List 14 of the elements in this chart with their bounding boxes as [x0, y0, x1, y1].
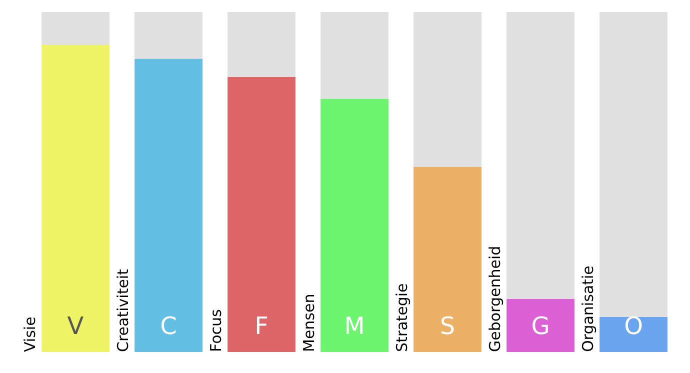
annotation: O: [624, 312, 643, 340]
annotation: F: [254, 312, 268, 340]
x-tick-label: Organisatie: [578, 266, 597, 352]
x-tick-label: Mensen: [300, 294, 318, 352]
x-tick-label: Strategie: [392, 283, 411, 352]
annotation: M: [344, 312, 365, 340]
annotation: G: [531, 312, 550, 340]
x-tick-label: Visie: [20, 316, 39, 352]
annotation: C: [160, 312, 177, 340]
x-tick-label: Focus: [206, 308, 225, 352]
x-tick-label: Geborgenheid: [486, 246, 504, 352]
annotation: V: [67, 312, 84, 340]
annotation: S: [440, 312, 456, 340]
x-tick-label: Creativiteit: [114, 268, 132, 352]
